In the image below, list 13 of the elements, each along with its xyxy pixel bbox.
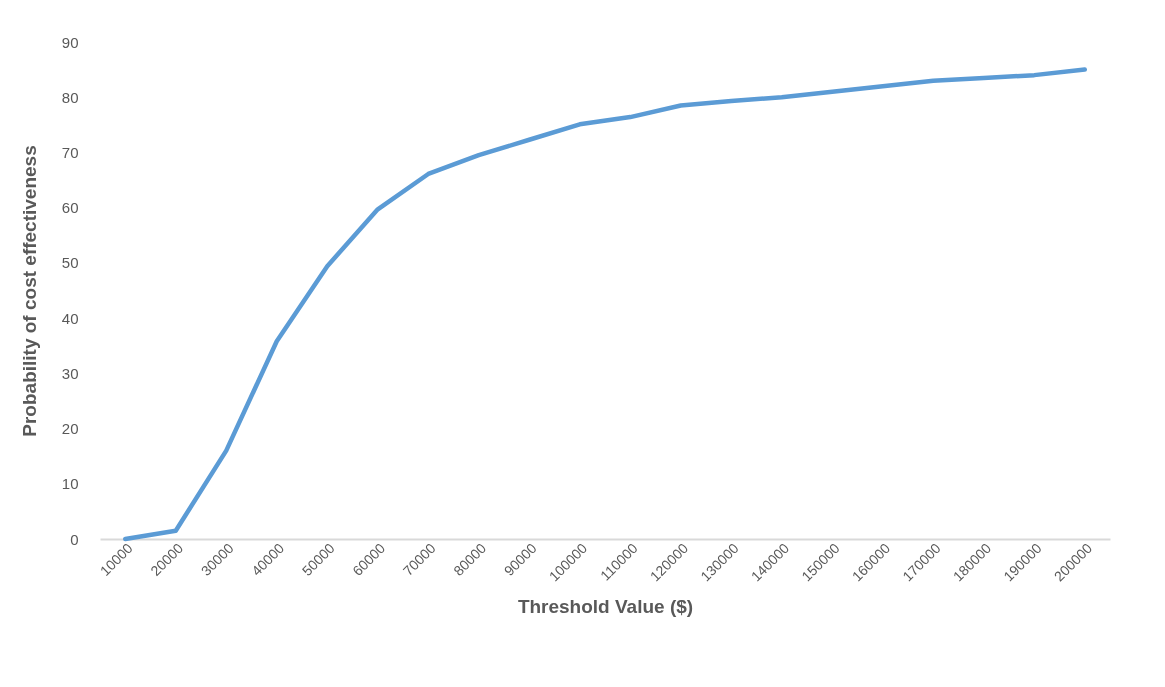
y-tick-label: 50 — [61, 254, 79, 272]
y-tick-label: 70 — [61, 143, 79, 161]
y-tick-label: 40 — [61, 309, 79, 327]
x-axis-title: Threshold Value ($) — [517, 596, 694, 618]
y-tick-label: 80 — [61, 88, 79, 106]
y-tick-label: 0 — [70, 530, 79, 548]
y-tick-label: 10 — [61, 475, 79, 493]
y-tick-label: 60 — [61, 199, 79, 217]
y-axis-title: Probability of cost effectiveness — [18, 145, 40, 437]
y-tick-label: 30 — [61, 364, 79, 382]
y-tick-label: 20 — [61, 420, 79, 438]
line-series — [123, 67, 1087, 542]
y-tick-label: 90 — [61, 33, 79, 51]
